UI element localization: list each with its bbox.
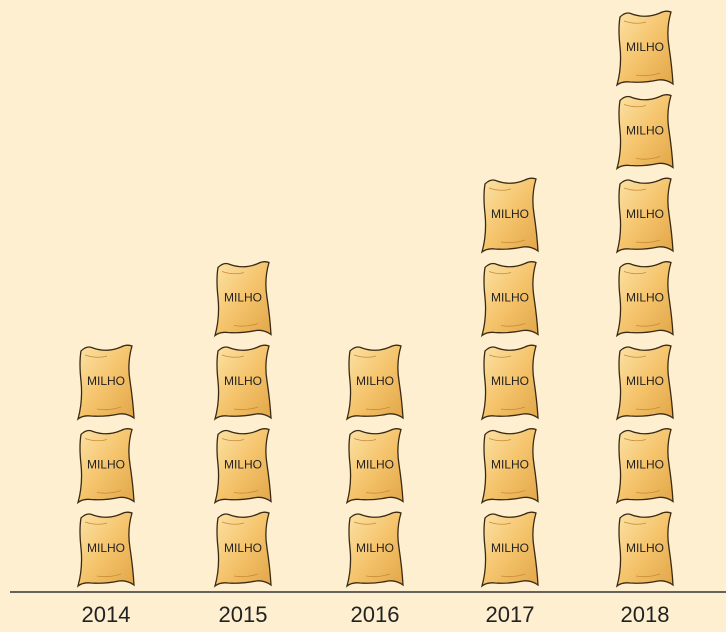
sack-body [213, 511, 272, 588]
sack-fold [488, 271, 526, 327]
sack-fold [488, 354, 526, 411]
sack-body [615, 10, 674, 87]
sack-body [345, 511, 404, 588]
sack: MILHO [76, 344, 135, 421]
sack-label: MILHO [491, 458, 529, 472]
sack: MILHO [213, 428, 272, 505]
sack-fold [623, 187, 661, 244]
sack: MILHO [615, 94, 674, 171]
sack-body [480, 261, 539, 338]
sack-fold [623, 104, 661, 160]
sack-fold [84, 438, 122, 494]
sack: MILHO [615, 177, 674, 254]
sack-label: MILHO [224, 374, 262, 388]
sack-label: MILHO [626, 124, 664, 138]
sack-fold [353, 354, 391, 411]
sack-label: MILHO [224, 291, 262, 305]
sack-label: MILHO [87, 374, 125, 388]
sack-fold [221, 271, 259, 327]
sack-body [213, 261, 272, 338]
sack-label: MILHO [224, 458, 262, 472]
sack-fold [353, 521, 391, 578]
sack-label: MILHO [626, 207, 664, 221]
sack-body [615, 511, 674, 588]
sack-body [345, 428, 404, 505]
sack-body [480, 344, 539, 421]
sack-fold [84, 354, 122, 411]
sack-fold [623, 271, 661, 327]
sack-body [76, 344, 135, 421]
sack: MILHO [615, 428, 674, 505]
sack-fold [488, 187, 526, 244]
sack-label: MILHO [491, 374, 529, 388]
sack-body [480, 511, 539, 588]
sack-label: MILHO [626, 541, 664, 555]
sack-fold [623, 20, 661, 77]
sack-label: MILHO [356, 541, 394, 555]
sack-label: MILHO [356, 458, 394, 472]
sack-body [480, 428, 539, 505]
sack: MILHO [345, 428, 404, 505]
sack: MILHO [76, 511, 135, 588]
sack-label: MILHO [224, 541, 262, 555]
sack-label: MILHO [491, 207, 529, 221]
sack: MILHO [615, 511, 674, 588]
sack-fold [353, 438, 391, 494]
sack-label: MILHO [87, 541, 125, 555]
sack: MILHO [615, 344, 674, 421]
sack-body [615, 94, 674, 171]
x-tick-label: 2015 [219, 602, 268, 627]
x-tick-label: 2018 [621, 602, 670, 627]
sack: MILHO [213, 261, 272, 338]
sack: MILHO [213, 511, 272, 588]
sack: MILHO [615, 261, 674, 338]
sack-fold [221, 438, 259, 494]
sack-body [76, 428, 135, 505]
x-tick-label: 2017 [486, 602, 535, 627]
sack: MILHO [480, 511, 539, 588]
sack: MILHO [480, 177, 539, 254]
sack-label: MILHO [626, 458, 664, 472]
sack-body [615, 428, 674, 505]
sack-fold [623, 438, 661, 494]
x-tick-label: 2016 [351, 602, 400, 627]
sack-body [480, 177, 539, 254]
sack-label: MILHO [491, 541, 529, 555]
sack: MILHO [213, 344, 272, 421]
sack-body [615, 344, 674, 421]
sack-body [76, 511, 135, 588]
sack-fold [488, 438, 526, 494]
sack-fold [488, 521, 526, 578]
sack-label: MILHO [356, 374, 394, 388]
sack-body [345, 344, 404, 421]
x-tick-label: 2014 [82, 602, 131, 627]
sack: MILHO [345, 511, 404, 588]
sack-fold [221, 521, 259, 578]
sack-label: MILHO [626, 374, 664, 388]
sack-fold [221, 354, 259, 411]
sack: MILHO [76, 428, 135, 505]
sack: MILHO [480, 344, 539, 421]
sack-label: MILHO [491, 291, 529, 305]
sack-label: MILHO [87, 458, 125, 472]
sack: MILHO [345, 344, 404, 421]
sack-label: MILHO [626, 40, 664, 54]
sack-body [615, 177, 674, 254]
sack-fold [623, 521, 661, 578]
sack-fold [623, 354, 661, 411]
sack: MILHO [615, 10, 674, 87]
sack-body [213, 344, 272, 421]
sack: MILHO [480, 261, 539, 338]
sack-body [615, 261, 674, 338]
sack-body [213, 428, 272, 505]
sack-label: MILHO [626, 291, 664, 305]
sack: MILHO [480, 428, 539, 505]
sack-fold [84, 521, 122, 578]
